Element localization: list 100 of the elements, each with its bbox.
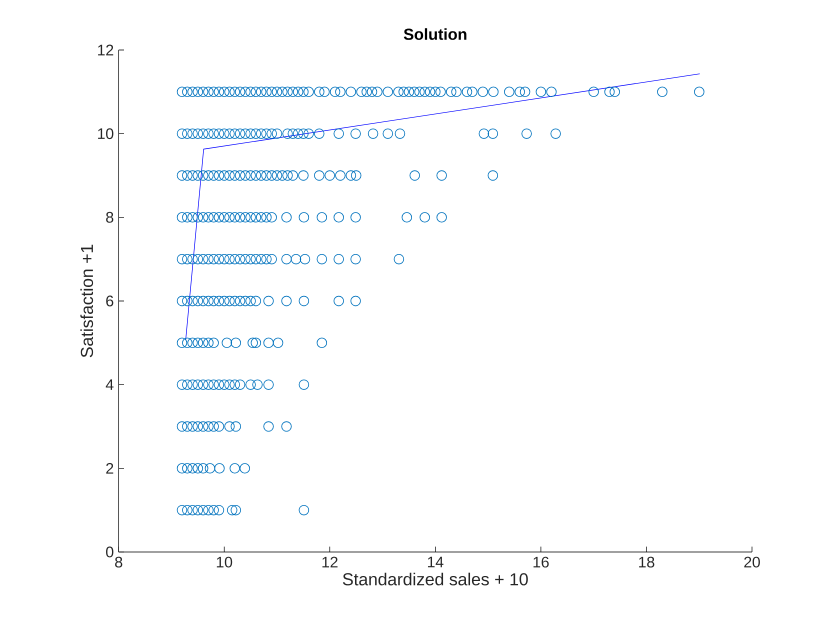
point bbox=[203, 338, 214, 348]
point bbox=[214, 421, 224, 432]
point bbox=[261, 86, 272, 98]
point bbox=[256, 170, 266, 181]
point bbox=[536, 86, 546, 98]
point bbox=[298, 212, 310, 223]
point bbox=[198, 86, 208, 98]
point bbox=[192, 296, 204, 306]
point bbox=[409, 86, 420, 98]
point bbox=[234, 254, 246, 264]
point bbox=[182, 296, 192, 306]
point bbox=[198, 421, 208, 432]
point bbox=[281, 296, 292, 306]
y-tick-label: 8 bbox=[106, 212, 114, 223]
point bbox=[350, 212, 361, 223]
point bbox=[281, 421, 292, 432]
point bbox=[198, 170, 208, 181]
point bbox=[334, 128, 344, 139]
point bbox=[219, 254, 230, 264]
point bbox=[187, 212, 198, 223]
point bbox=[187, 421, 198, 432]
point bbox=[224, 296, 235, 306]
point bbox=[288, 128, 298, 139]
y-tick-label: 4 bbox=[106, 379, 114, 390]
point bbox=[176, 86, 188, 98]
point bbox=[393, 86, 404, 98]
point bbox=[256, 86, 266, 98]
point bbox=[224, 86, 235, 98]
point bbox=[198, 254, 208, 264]
point bbox=[272, 86, 282, 98]
point bbox=[176, 504, 188, 516]
point bbox=[192, 504, 204, 516]
point bbox=[250, 296, 262, 306]
point bbox=[240, 296, 251, 306]
point bbox=[208, 254, 219, 264]
point bbox=[224, 379, 235, 390]
y-tick-label: 6 bbox=[106, 296, 114, 306]
point bbox=[266, 170, 277, 181]
point bbox=[219, 170, 230, 181]
point bbox=[230, 463, 240, 474]
point bbox=[350, 254, 361, 264]
point bbox=[256, 254, 266, 264]
point bbox=[203, 254, 214, 264]
point bbox=[514, 86, 525, 98]
point bbox=[316, 212, 328, 223]
point bbox=[234, 170, 246, 181]
point bbox=[356, 86, 367, 98]
x-tick-label: 10 bbox=[216, 556, 232, 568]
point bbox=[187, 463, 198, 474]
point bbox=[208, 86, 219, 98]
point bbox=[272, 128, 282, 139]
point bbox=[230, 421, 242, 432]
y-axis-title: Satisfaction +1 bbox=[80, 244, 94, 358]
point bbox=[176, 128, 188, 139]
point bbox=[182, 254, 192, 264]
point bbox=[203, 379, 214, 390]
point bbox=[451, 86, 462, 98]
point bbox=[334, 296, 344, 306]
point bbox=[208, 212, 219, 223]
point bbox=[610, 86, 620, 98]
point bbox=[300, 254, 310, 264]
point bbox=[208, 296, 219, 306]
point bbox=[208, 170, 219, 181]
point bbox=[261, 128, 272, 139]
point bbox=[176, 421, 188, 432]
point bbox=[214, 170, 224, 181]
point bbox=[288, 86, 298, 98]
point bbox=[250, 254, 262, 264]
point bbox=[214, 86, 224, 98]
y-tick-label: 0 bbox=[106, 546, 114, 558]
point bbox=[204, 463, 216, 474]
point bbox=[250, 212, 262, 223]
point bbox=[330, 86, 340, 98]
point bbox=[245, 296, 256, 306]
point bbox=[277, 170, 288, 181]
point bbox=[187, 338, 198, 348]
point bbox=[424, 86, 436, 98]
point bbox=[187, 504, 198, 516]
point bbox=[316, 338, 328, 348]
point bbox=[182, 170, 192, 181]
point bbox=[478, 86, 488, 98]
point bbox=[414, 86, 425, 98]
point bbox=[182, 421, 192, 432]
point bbox=[230, 86, 240, 98]
point bbox=[192, 254, 204, 264]
point bbox=[176, 379, 188, 390]
point bbox=[435, 86, 446, 98]
point bbox=[230, 296, 240, 306]
point bbox=[245, 170, 256, 181]
point bbox=[446, 86, 456, 98]
point bbox=[266, 254, 277, 264]
point bbox=[245, 212, 256, 223]
point bbox=[240, 170, 251, 181]
point bbox=[198, 128, 208, 139]
point bbox=[224, 212, 235, 223]
point bbox=[192, 379, 204, 390]
point bbox=[234, 379, 246, 390]
x-tick-label: 12 bbox=[322, 556, 338, 568]
point bbox=[282, 86, 293, 98]
point bbox=[290, 254, 302, 264]
